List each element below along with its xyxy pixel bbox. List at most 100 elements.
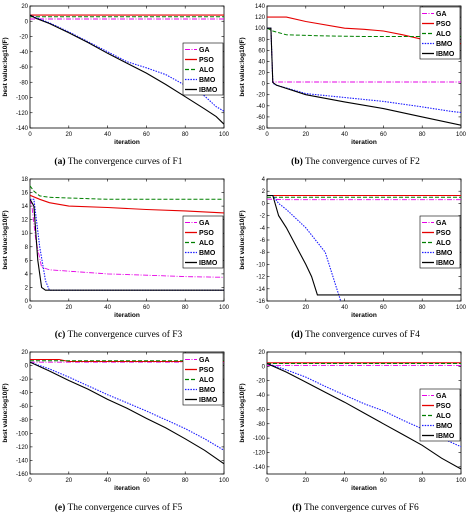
caption-text-f: The convergence curves of F6	[303, 503, 419, 513]
caption-text-d: The convergence curves of F4	[305, 330, 420, 340]
chart-e-f5: 0 20 40 60 80 100 20 0 -20 -40 -60 -80 -100 -120 -140 -…	[2, 350, 230, 492]
caption-letter-d: (d)	[291, 330, 303, 340]
y-tick-label: 4	[25, 272, 29, 278]
y-tick-label: -140	[16, 126, 29, 132]
x-tick-label: 60	[380, 132, 387, 138]
x-tick-label: 60	[143, 305, 150, 311]
y-tick-label: 40	[258, 59, 265, 65]
y-tick-label: -120	[16, 445, 29, 451]
y-tick-label: 0	[262, 82, 266, 88]
caption-d: (d) The convergence curves of F4	[237, 330, 474, 340]
x-tick-label: 0	[28, 305, 32, 311]
y-tick-label: -6	[260, 238, 266, 244]
chart-a-f1: 0 20 40 60 80 100 20 0 -20 -40 -60 -80 -100 -120 -140 i…	[2, 4, 230, 146]
x-tick-label: 0	[265, 478, 269, 484]
x-tick-label: 20	[302, 132, 309, 138]
caption-text-c: The convergence curves of F3	[67, 330, 183, 340]
y-tick-label: -120	[16, 111, 29, 117]
series-line-pso	[30, 194, 224, 214]
y-tick-label: -20	[256, 93, 265, 99]
caption-letter-e: (e)	[54, 503, 66, 513]
series-line-bmo	[30, 361, 224, 451]
x-axis-label: iteration	[114, 485, 140, 492]
x-tick-label: 40	[341, 478, 348, 484]
y-tick-label: -80	[256, 126, 265, 132]
y-axis-label: best value:log10(F)	[2, 37, 9, 96]
chart-f-f6: 0 20 40 60 80 100 20 0 -20 -40 -60 -80 -100 -120 -140 i…	[239, 350, 467, 492]
y-tick-label: 0	[25, 19, 29, 25]
series-line-bmo	[267, 194, 342, 301]
y-tick-label: -12	[256, 275, 265, 281]
y-tick-label: -80	[19, 80, 28, 86]
legend-label-pso: PSO	[436, 403, 451, 410]
legend-label-pso: PSO	[199, 230, 214, 237]
caption-b: (b) The convergence curves of F2	[237, 157, 474, 167]
y-tick-label: -16	[256, 299, 265, 305]
y-tick-label: -60	[256, 115, 265, 121]
legend-label-ga: GA	[199, 47, 210, 54]
y-tick-label: 12	[21, 218, 28, 224]
legend: GA PSO ALO BMO IBMO	[419, 215, 461, 269]
y-tick-label: -10	[256, 262, 265, 268]
y-tick-label: -80	[19, 418, 28, 424]
x-tick-label: 80	[182, 132, 189, 138]
panel-c-f3: 0 20 40 60 80 100 18 16 14 12 10 8 6 4 2 0 iteration best…	[0, 173, 237, 346]
x-tick-label: 20	[65, 305, 72, 311]
legend-label-alo: ALO	[199, 240, 214, 247]
caption-letter-f: (f)	[292, 503, 302, 513]
caption-letter-c: (c)	[54, 330, 66, 340]
caption-c: (c) The convergence curves of F3	[0, 330, 237, 340]
y-tick-label: 20	[258, 350, 265, 356]
y-tick-label: 2	[262, 189, 266, 195]
series-line-ibmo	[267, 27, 461, 126]
y-tick-label: 80	[258, 37, 265, 43]
x-tick-label: 80	[182, 478, 189, 484]
y-tick-label: 120	[255, 15, 266, 21]
panel-e-f5: 0 20 40 60 80 100 20 0 -20 -40 -60 -80 -100 -120 -140 -…	[0, 346, 237, 519]
y-axis-label: best value:log10(F)	[239, 210, 246, 269]
y-tick-label: 20	[21, 350, 28, 356]
y-tick-label: 2	[25, 285, 29, 291]
series-line-ibmo	[30, 14, 224, 125]
y-tick-label: -20	[19, 35, 28, 41]
x-tick-label: 40	[104, 478, 111, 484]
y-tick-label: 20	[21, 4, 28, 10]
series-line-ga	[30, 199, 224, 278]
caption-text-a: The convergence curves of F1	[67, 157, 183, 167]
chart-b-f2: 0 20 40 60 80 100 140 120 100 80 60 40 20 0 -20 -40 -60 -…	[239, 4, 467, 146]
x-axis-label: iteration	[351, 485, 377, 492]
x-tick-label: 0	[265, 305, 269, 311]
caption-e: (e) The convergence curves of F5	[0, 503, 237, 513]
y-tick-label: 60	[258, 48, 265, 54]
legend-label-bmo: BMO	[199, 77, 216, 84]
y-tick-label: -100	[16, 96, 29, 102]
caption-a: (a) The convergence curves of F1	[0, 157, 237, 167]
y-tick-label: -14	[256, 287, 265, 293]
caption-text-b: The convergence curves of F2	[305, 157, 420, 167]
x-tick-label: 0	[28, 132, 32, 138]
legend-label-bmo: BMO	[199, 250, 216, 257]
legend: GA PSO ALO BMO IBMO	[419, 388, 461, 442]
y-tick-label: -100	[16, 431, 29, 437]
y-tick-label: 0	[262, 364, 266, 370]
legend-label-bmo: BMO	[436, 250, 453, 257]
x-tick-label: 80	[419, 305, 426, 311]
x-tick-label: 40	[104, 305, 111, 311]
legend-label-pso: PSO	[199, 57, 214, 64]
y-tick-label: 16	[21, 191, 28, 197]
caption-letter-a: (a)	[54, 157, 66, 167]
x-tick-label: 60	[143, 478, 150, 484]
x-tick-label: 100	[219, 132, 230, 138]
y-tick-label: 0	[262, 201, 266, 207]
x-tick-label: 0	[265, 132, 269, 138]
caption-f: (f) The convergence curves of F6	[237, 503, 474, 513]
x-tick-label: 100	[456, 478, 467, 484]
legend-label-ibmo: IBMO	[436, 260, 455, 267]
chart-d-f4: 0 20 40 60 80 100420-2-4-6-8-10-12-14-16itera…	[239, 177, 467, 319]
series-line-ibmo	[30, 361, 224, 465]
y-tick-label: -120	[253, 450, 266, 456]
y-tick-label: -40	[256, 393, 265, 399]
legend-label-bmo: BMO	[436, 41, 453, 48]
legend-label-ga: GA	[436, 393, 447, 400]
series-line-ga	[267, 198, 461, 201]
